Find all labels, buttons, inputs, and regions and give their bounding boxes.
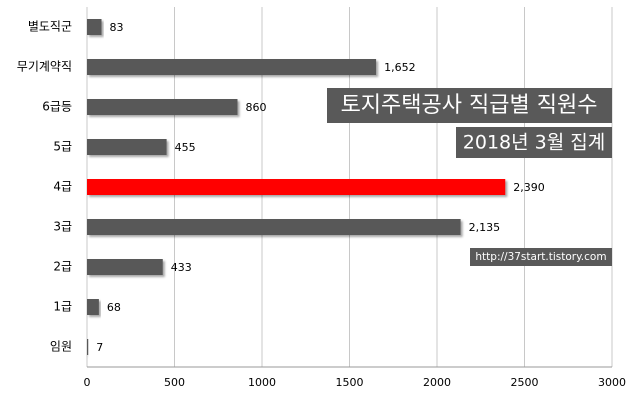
bar-layer: 83 1,652 860 455 2,390 2,135 433 68 7 [87, 19, 545, 355]
title-box [327, 88, 612, 123]
value-label: 83 [110, 21, 124, 34]
value-label: 433 [171, 261, 192, 274]
y-tick-label: 2급 [53, 260, 72, 274]
y-tick-label: 별도직군 [28, 20, 72, 34]
bar [87, 99, 238, 115]
chart-title: 토지주택공사 직급별 직원수 [341, 93, 598, 118]
bar [87, 19, 102, 35]
bar [87, 219, 461, 235]
x-tick-label: 1000 [248, 376, 276, 389]
y-tick-label: 무기계약직 [17, 59, 72, 74]
x-tick-label: 500 [164, 376, 185, 389]
value-label: 2,390 [513, 181, 545, 194]
bar [87, 179, 506, 195]
annotation-box [470, 248, 612, 266]
subtitle-box [456, 127, 612, 158]
value-label: 1,652 [384, 61, 416, 74]
value-label: 7 [96, 341, 103, 354]
x-tick-label: 2500 [511, 376, 539, 389]
value-label: 68 [107, 301, 121, 314]
y-tick-label: 6급등 [42, 100, 72, 114]
x-tick-label: 1500 [336, 376, 364, 389]
y-tick-label: 4급 [53, 180, 72, 194]
x-tick-label: 2000 [423, 376, 451, 389]
y-tick-label: 5급 [53, 140, 72, 154]
bar [87, 59, 377, 75]
y-tick-label: 3급 [53, 220, 72, 234]
value-label: 860 [246, 101, 267, 114]
bar [87, 299, 99, 315]
value-label: 455 [175, 141, 196, 154]
annotation: http://37start.tistory.com [475, 251, 606, 263]
x-tick-label: 3000 [598, 376, 626, 389]
value-label: 2,135 [469, 221, 501, 234]
y-tick-label: 1급 [53, 300, 72, 314]
bar [87, 139, 167, 155]
x-tick-label: 0 [84, 376, 91, 389]
chart-subtitle: 2018년 3월 집계 [463, 132, 605, 154]
y-tick-label: 임원 [50, 340, 72, 354]
bar [87, 259, 163, 275]
bar [87, 339, 89, 355]
